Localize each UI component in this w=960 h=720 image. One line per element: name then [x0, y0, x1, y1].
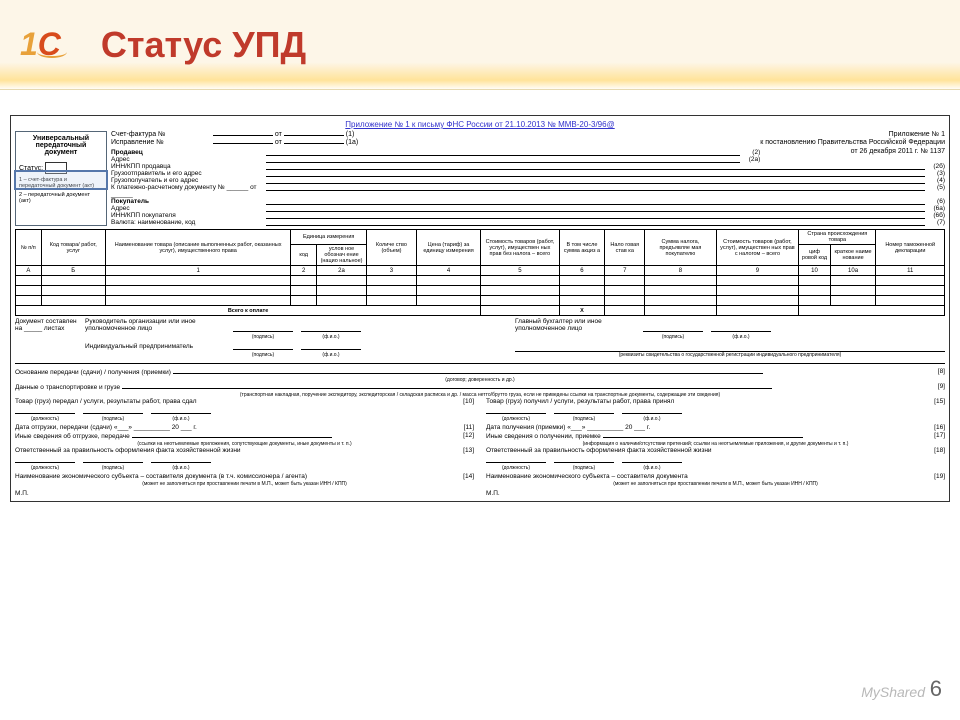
lower-section: Основание передачи (сдачи) / получения (… — [15, 368, 945, 497]
invoice-header: Приложение № 1 к постановлению Правитель… — [111, 131, 945, 226]
status-highlight — [14, 170, 108, 190]
slide-header: 1С Статус УПД — [0, 0, 960, 90]
appendix-ref: Приложение № 1 к постановлению Правитель… — [760, 131, 945, 156]
top-link: Приложение № 1 к письму ФНС России от 21… — [15, 120, 945, 129]
items-table: № п/п Код товара/ работ, услуг Наименова… — [15, 229, 945, 316]
status-legend-2: 2 – передаточный документ (акт) — [19, 192, 103, 204]
logo-1c: 1С — [20, 26, 61, 63]
status-box: Универсальный передаточный документ Стат… — [15, 131, 107, 226]
doc-type-title: Универсальный передаточный документ — [19, 135, 103, 156]
watermark: MyShared — [861, 684, 925, 700]
seller-block: Продавец(2) Адрес(2а) ИНН/КПП продавца(2… — [111, 149, 945, 226]
slide-title: Статус УПД — [101, 24, 306, 66]
doc-composed: Документ составлен на _____ листах Руков… — [15, 318, 945, 360]
page-number: 6 — [930, 676, 942, 702]
left-half: Товар (груз) передал / услуги, результат… — [15, 398, 474, 497]
upd-form: Приложение № 1 к письму ФНС России от 21… — [10, 115, 950, 502]
right-half: Товар (груз) получил / услуги, результат… — [486, 398, 945, 497]
